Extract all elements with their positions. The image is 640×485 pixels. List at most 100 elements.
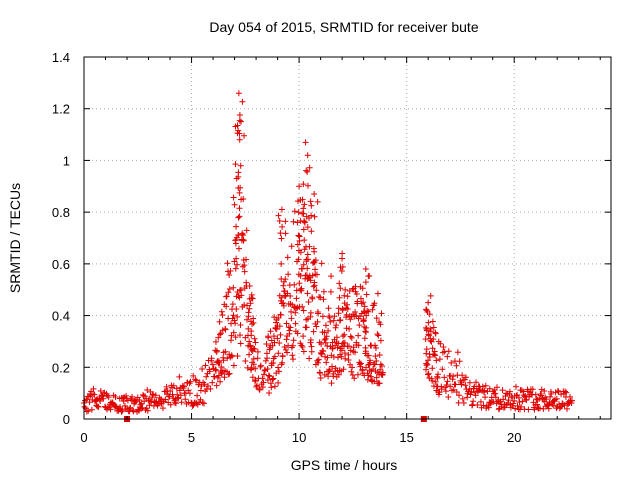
data-point: [263, 341, 270, 348]
data-point: [336, 280, 343, 287]
data-point: [282, 218, 289, 225]
data-point: [199, 366, 206, 373]
data-point: [271, 353, 278, 360]
data-point: [241, 262, 248, 269]
data-point: [246, 338, 253, 345]
data-point: [306, 164, 313, 171]
data-point: [482, 394, 489, 401]
data-point: [192, 376, 199, 383]
data-point: [486, 385, 493, 392]
data-point: [320, 288, 327, 295]
data-point: [547, 393, 554, 400]
data-point: [433, 357, 440, 364]
data-point: [232, 334, 239, 341]
data-point: [278, 275, 285, 282]
data-point: [425, 357, 432, 364]
data-point: [311, 213, 318, 220]
data-point: [293, 305, 300, 312]
data-point: [266, 373, 273, 380]
data-point: [364, 376, 371, 383]
data-point: [569, 397, 576, 404]
data-point: [226, 370, 233, 377]
data-point: [172, 400, 179, 407]
data-point: [226, 286, 233, 293]
data-point: [372, 353, 379, 360]
data-point: [345, 351, 352, 358]
data-point: [107, 406, 114, 413]
data-point: [262, 357, 269, 364]
data-point: [173, 385, 180, 392]
data-point: [458, 381, 465, 388]
data-point: [538, 392, 545, 399]
data-point: [296, 237, 303, 244]
data-point: [362, 348, 369, 355]
data-point: [365, 273, 372, 280]
data-point: [213, 382, 220, 389]
data-point: [232, 240, 239, 247]
data-point: [445, 394, 452, 401]
data-point: [317, 294, 324, 301]
data-point: [340, 366, 347, 373]
data-point: [472, 392, 479, 399]
data-point: [218, 308, 225, 315]
data-point: [249, 321, 256, 328]
data-point: [371, 300, 378, 307]
data-point: [309, 294, 316, 301]
data-point: [481, 387, 488, 394]
data-point: [513, 383, 520, 390]
data-point: [299, 344, 306, 351]
data-point: [518, 403, 525, 410]
data-point: [91, 391, 98, 398]
data-point: [276, 323, 283, 330]
data-point: [348, 334, 355, 341]
data-point: [536, 395, 543, 402]
data-point: [283, 320, 290, 327]
data-point: [90, 385, 97, 392]
data-point: [222, 326, 229, 333]
data-point: [307, 198, 314, 205]
y-tick-label: 0: [63, 412, 70, 427]
data-point: [349, 371, 356, 378]
data-point: [369, 306, 376, 313]
data-point: [265, 334, 272, 341]
data-point: [456, 358, 463, 365]
data-point: [317, 370, 324, 377]
data-point: [277, 230, 284, 237]
data-point: [330, 373, 337, 380]
data-point: [304, 182, 311, 189]
data-point: [237, 184, 244, 191]
data-point: [339, 255, 346, 262]
data-point: [216, 318, 223, 325]
data-point: [293, 295, 300, 302]
data-point: [335, 310, 342, 317]
data-point: [307, 337, 314, 344]
data-point: [287, 293, 294, 300]
data-point: [318, 260, 325, 267]
data-point: [297, 272, 304, 279]
data-point: [324, 354, 331, 361]
data-point: [298, 265, 305, 272]
data-point: [367, 359, 374, 366]
data-point: [351, 375, 358, 382]
data-point: [352, 349, 359, 356]
data-point: [322, 322, 329, 329]
data-point: [187, 378, 194, 385]
data-point: [289, 342, 296, 349]
data-point: [314, 198, 321, 205]
data-point: [440, 344, 447, 351]
data-point: [215, 334, 222, 341]
data-point: [304, 290, 311, 297]
data-point: [295, 256, 302, 263]
data-point: [182, 396, 189, 403]
data-point: [425, 319, 432, 326]
data-point: [279, 223, 286, 230]
data-point: [377, 366, 384, 373]
data-point: [347, 316, 354, 323]
data-point: [252, 377, 259, 384]
data-point: [462, 374, 469, 381]
data-point: [310, 258, 317, 265]
data-point: [429, 377, 436, 384]
data-point: [206, 368, 213, 375]
data-point: [371, 361, 378, 368]
